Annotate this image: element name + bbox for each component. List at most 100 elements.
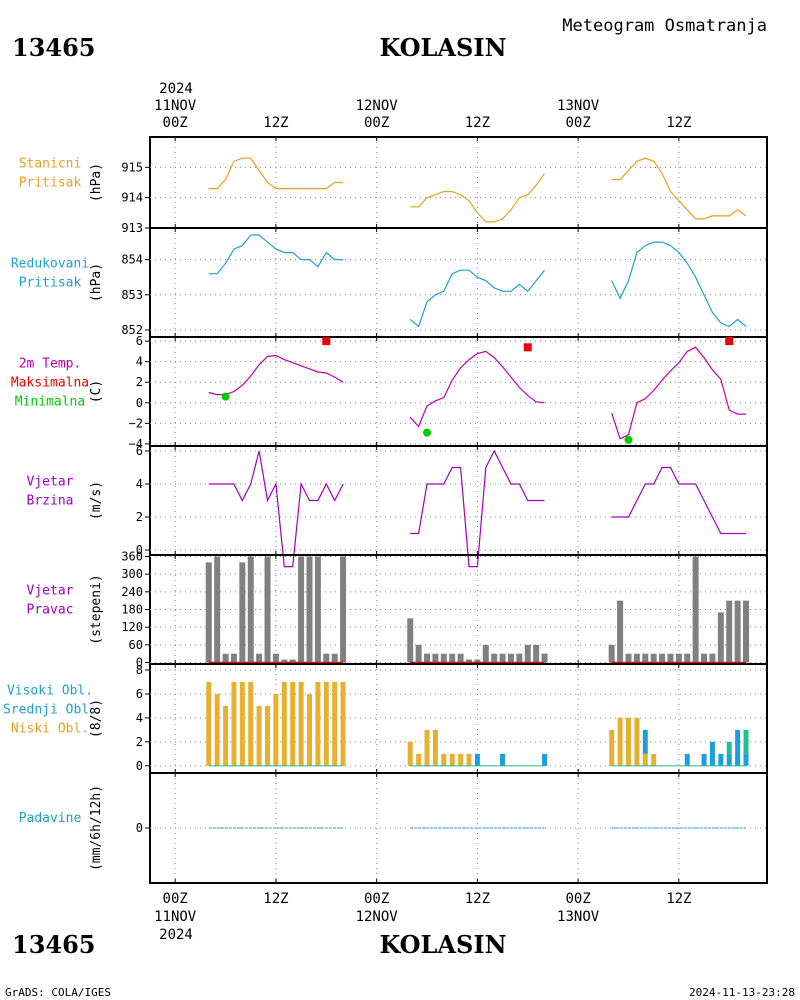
direction-bar — [516, 653, 523, 663]
year-bottom: 2024 — [159, 927, 193, 943]
panel-wind_direction: 0 60 120 180 240 300 360 (stepeni) Vjetar Pravac — [27, 549, 768, 670]
y-tick-label: 0 — [136, 821, 143, 835]
top-hour-label: 00Z — [565, 115, 590, 131]
cloud-bar-niski-obl- — [256, 705, 262, 766]
y-tick-label: 60 — [129, 638, 143, 652]
credit-text: GrADS: COLA/IGES — [5, 986, 111, 999]
y-tick-label: 2 — [136, 375, 143, 389]
side-label: Padavine — [19, 811, 82, 826]
direction-bar — [205, 562, 212, 663]
side-label: 2m Temp. — [19, 357, 82, 372]
top-date-label: 12NOV — [356, 98, 399, 114]
y-tick-label: 4 — [136, 711, 143, 725]
direction-bar — [230, 653, 237, 663]
direction-bar — [214, 556, 221, 663]
cloud-bar-niski-obl- — [617, 717, 623, 766]
side-label: Maksimalna — [11, 376, 89, 391]
series-line — [208, 450, 344, 568]
cloud-bar-srednji-obl- — [474, 753, 480, 766]
bottom-hour-label: 00Z — [364, 891, 389, 907]
series-line — [611, 241, 747, 328]
side-label: Srednji Obl. — [3, 703, 97, 718]
side-label: Pritisak — [19, 176, 82, 191]
panel-clouds: 0 2 4 6 8 (8/8)Visoki Obl. Srednji Obl. Niski O… — [3, 663, 768, 774]
station-id-top: 13465 — [12, 33, 96, 62]
cloud-bar-srednji-obl- — [718, 753, 724, 766]
direction-bar — [289, 659, 296, 663]
series-line — [611, 346, 746, 440]
direction-bar — [499, 653, 506, 663]
direction-bar — [264, 556, 271, 663]
y-tick-label: 2 — [136, 510, 143, 524]
top-hour-label: 12Z — [465, 115, 490, 131]
year-top: 2024 — [159, 81, 193, 97]
top-hour-label: 12Z — [263, 115, 288, 131]
series-line — [208, 157, 344, 190]
unit-label: (stepeni) — [89, 574, 104, 644]
direction-bar — [642, 653, 649, 663]
y-tick-label: 0 — [136, 543, 143, 557]
cloud-bar-srednji-obl- — [735, 729, 741, 766]
direction-bar — [247, 556, 254, 663]
cloud-bar-niski-obl- — [306, 693, 312, 766]
bottom-hour-label: 00Z — [565, 891, 590, 907]
tmax-marker — [725, 337, 734, 346]
top-date-label: 13NOV — [557, 98, 600, 114]
y-tick-label: 915 — [121, 160, 143, 174]
unit-label: (hPa) — [89, 163, 104, 202]
bottom-hour-label: 12Z — [666, 891, 691, 907]
cloud-bar-niski-obl- — [651, 753, 657, 766]
direction-bar — [340, 556, 347, 663]
direction-bar — [726, 600, 733, 663]
y-tick-label: 300 — [121, 567, 143, 581]
bottom-hour-label: 00Z — [163, 891, 188, 907]
direction-bar — [432, 653, 439, 663]
direction-bar — [482, 644, 489, 663]
tmax-marker — [523, 343, 532, 352]
series-line — [208, 354, 344, 396]
direction-bar — [331, 653, 338, 663]
top-hour-label: 00Z — [364, 115, 389, 131]
y-tick-label: 180 — [121, 603, 143, 617]
cloud-bar-niski-obl- — [432, 729, 438, 766]
bottom-date-label: 12NOV — [356, 909, 399, 925]
direction-bar — [625, 653, 632, 663]
y-tick-label: 360 — [121, 549, 143, 563]
station-name-bottom: KOLASIN — [379, 930, 506, 959]
y-tick-label: 120 — [121, 620, 143, 634]
direction-bar — [608, 644, 615, 663]
side-label: Stanicni — [19, 157, 82, 172]
direction-bar — [734, 600, 741, 663]
station-name-top: KOLASIN — [379, 33, 506, 62]
side-label: Vjetar — [27, 475, 74, 490]
cloud-bar-niski-obl- — [206, 681, 212, 766]
unit-label: (8/8) — [89, 699, 104, 738]
y-tick-label: 2 — [136, 735, 143, 749]
y-tick-label: 854 — [121, 253, 143, 267]
direction-bar — [281, 659, 288, 663]
direction-bar — [256, 653, 263, 663]
direction-bar — [491, 653, 498, 663]
cloud-bar-niski-obl- — [239, 681, 245, 766]
y-tick-label: 913 — [121, 221, 143, 235]
cloud-bar-niski-obl- — [466, 753, 472, 766]
bottom-date-label: 11NOV — [154, 909, 197, 925]
cloud-bar-niski-obl- — [625, 717, 631, 766]
series-line — [409, 269, 545, 328]
y-tick-label: 6 — [136, 444, 143, 458]
y-tick-label: −2 — [129, 416, 143, 430]
direction-bar — [306, 556, 313, 663]
series-line — [208, 234, 344, 275]
direction-bar — [239, 562, 246, 663]
timestamp-text: 2024-11-13-23:28 — [689, 986, 795, 999]
y-tick-label: 853 — [121, 288, 143, 302]
panel-reduced: 852 853 854 (hPa)Redukovani Pritisak — [11, 227, 768, 338]
cloud-bar-niski-obl- — [609, 729, 615, 766]
bottom-hour-label: 12Z — [263, 891, 288, 907]
top-date-label: 11NOV — [154, 98, 197, 114]
tmin-marker — [624, 435, 633, 444]
top-hour-label: 00Z — [163, 115, 188, 131]
panel-wind_speed: 0 2 4 6 (m/s) Vjetar Brzina — [27, 444, 768, 568]
unit-label: (C) — [89, 380, 104, 403]
